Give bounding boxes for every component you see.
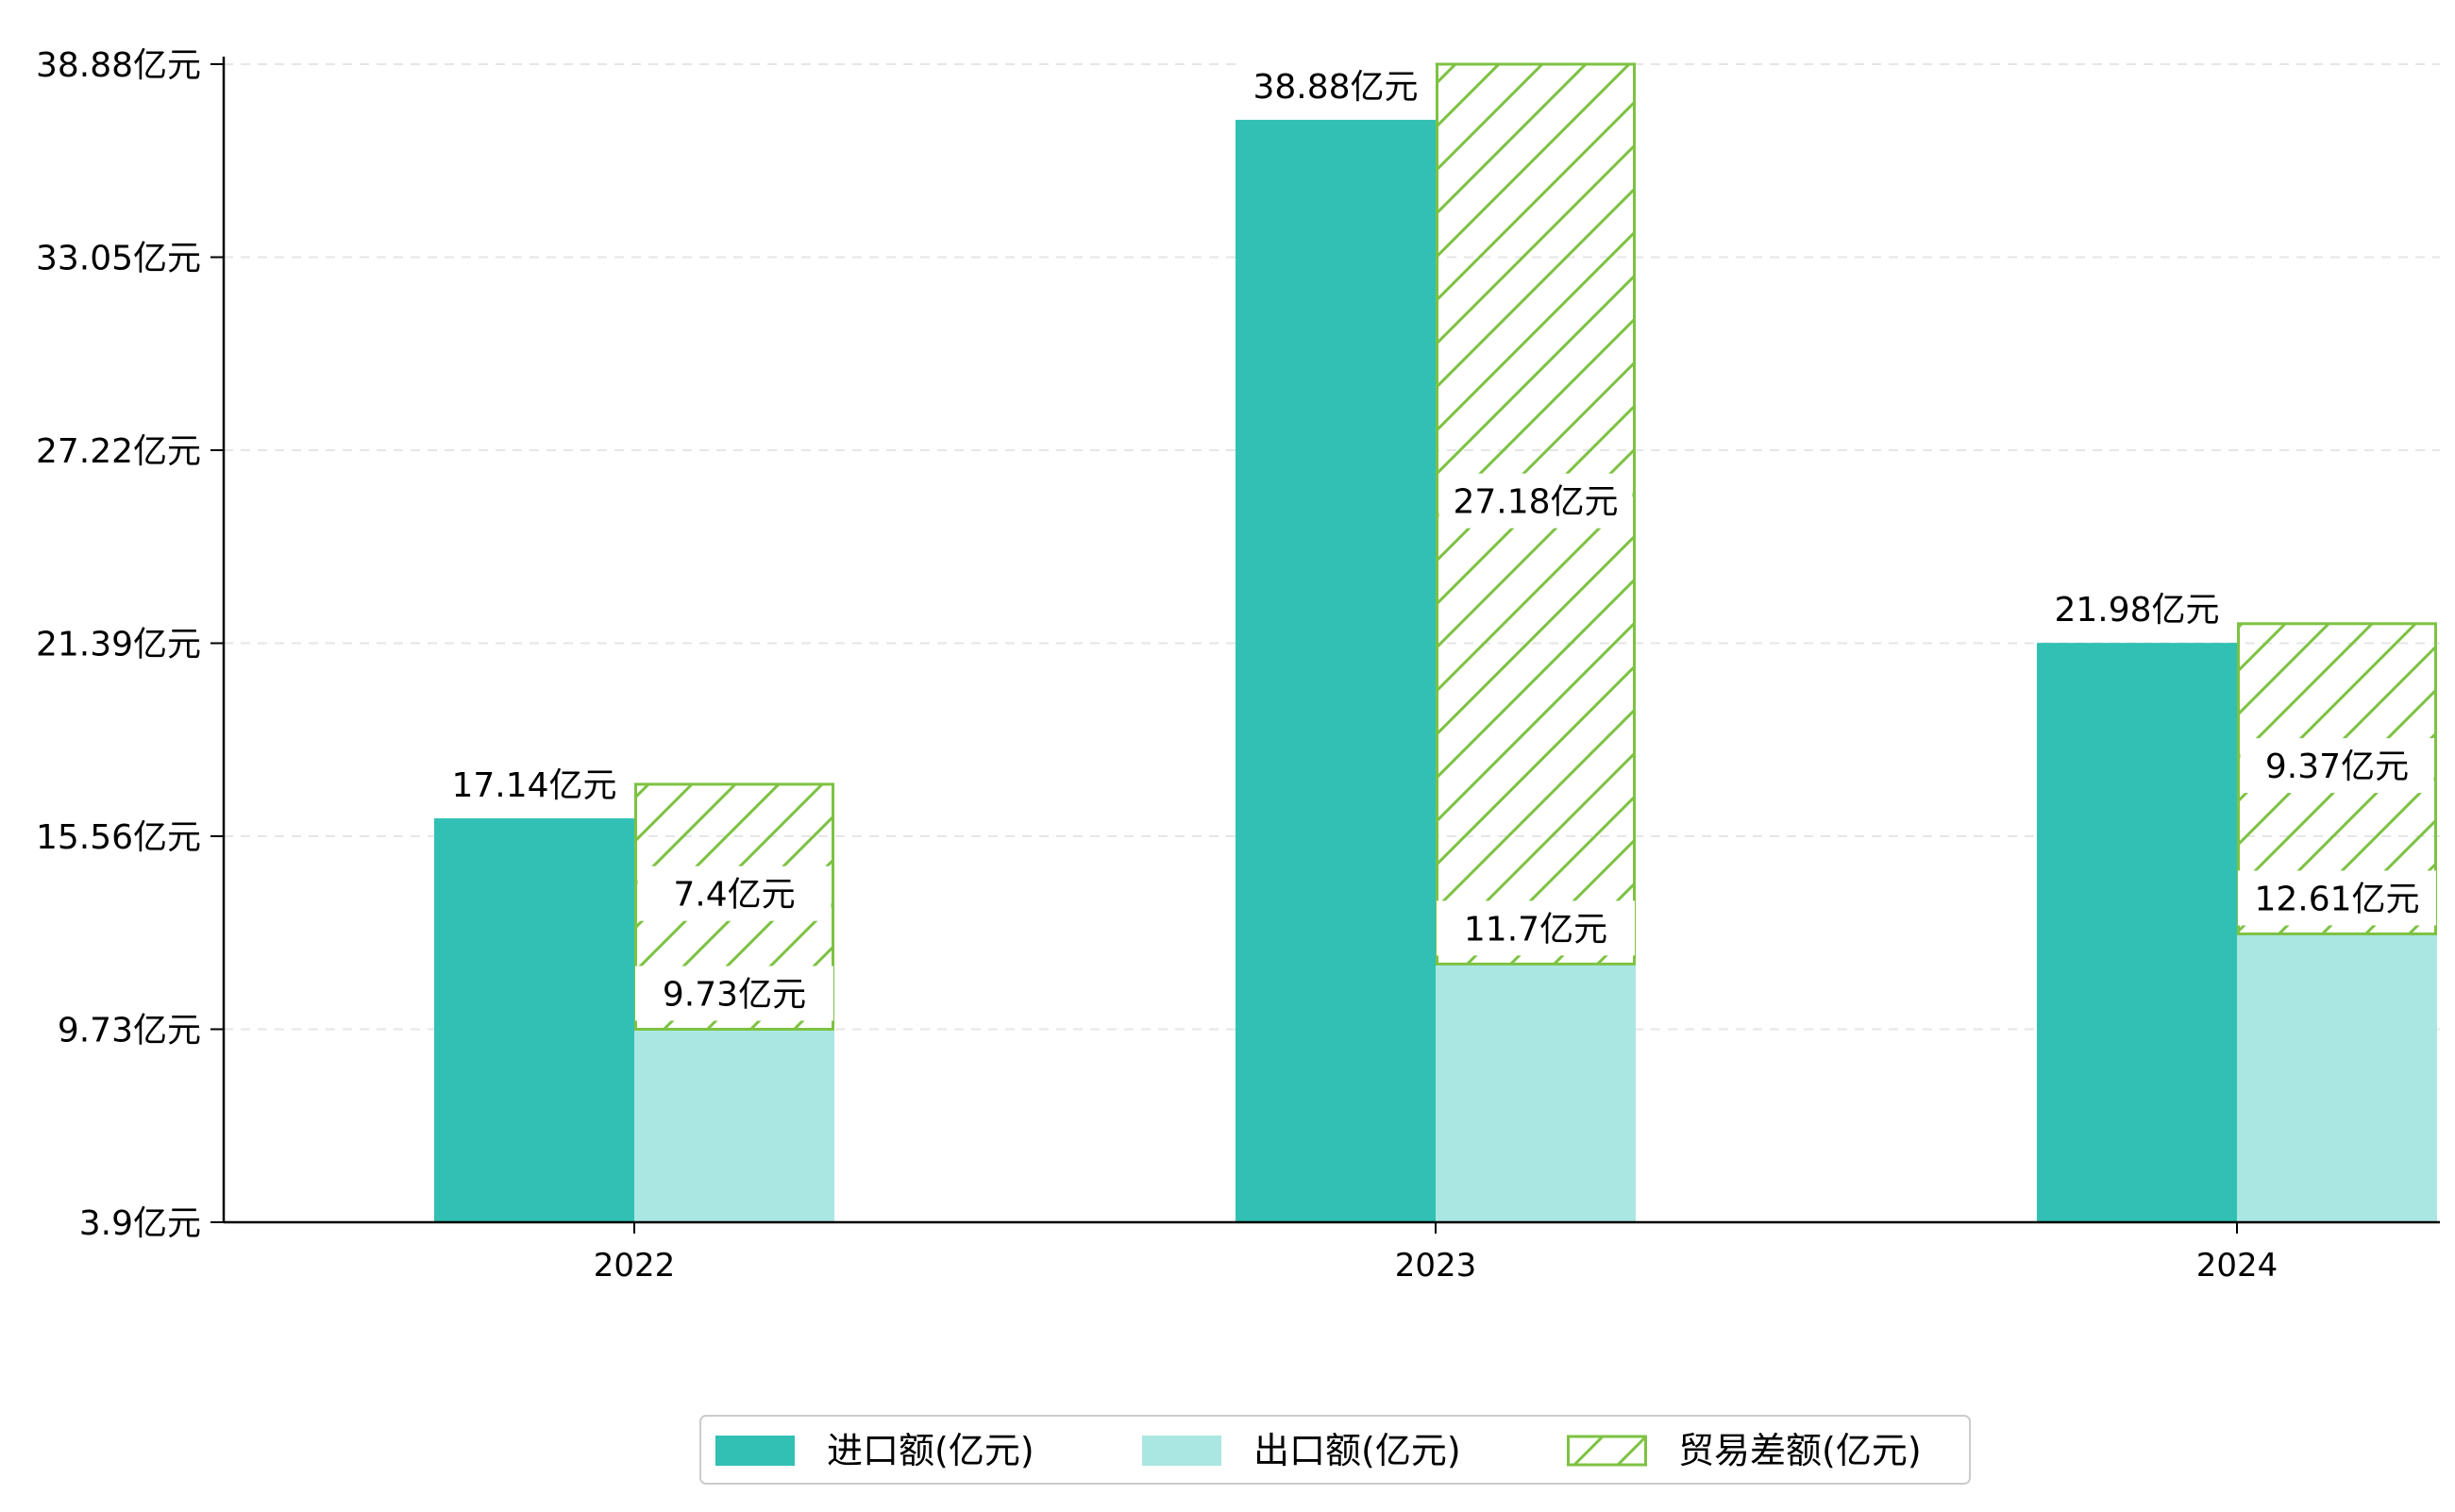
x-tick-label: 2023 bbox=[1395, 1247, 1477, 1285]
bar-export-2023 bbox=[1436, 964, 1636, 1222]
legend-item-balance-label: 贸易差额(亿元) bbox=[1678, 1430, 1922, 1471]
legend: 进口额(亿元) 出口额(亿元) 贸易差额(亿元) bbox=[699, 1415, 1971, 1485]
data-label-import: 17.14亿元 bbox=[451, 766, 616, 805]
data-label-balance: 7.4亿元 bbox=[673, 876, 795, 915]
bar-import-2023 bbox=[1236, 119, 1436, 1222]
data-labels: 17.14亿元 9.73亿元 7.4亿元 38.88亿元 11.7亿元 27.18亿元 21… bbox=[435, 58, 2436, 1021]
legend-box bbox=[699, 1415, 1971, 1485]
data-label-balance: 27.18亿元 bbox=[1453, 483, 1618, 522]
bar-export-2022 bbox=[634, 1029, 834, 1222]
data-label-balance-bg bbox=[2240, 738, 2434, 794]
legend-item-export-swatch bbox=[1142, 1436, 1221, 1466]
axes: 3.9亿元 9.73亿元 15.56亿元 21.39亿元 27.22亿元 33.05亿元 3… bbox=[36, 46, 2440, 1285]
data-label-import: 21.98亿元 bbox=[2054, 591, 2219, 630]
data-label-export: 9.73亿元 bbox=[663, 976, 806, 1015]
data-label-export: 11.7亿元 bbox=[1464, 910, 1607, 949]
y-tick-label: 38.88亿元 bbox=[36, 46, 201, 85]
bars bbox=[434, 62, 2437, 1222]
data-label-export-bg bbox=[635, 966, 833, 1021]
y-tick-label: 33.05亿元 bbox=[36, 240, 201, 278]
legend-item-import-swatch bbox=[715, 1436, 795, 1466]
legend-item-import-label: 进口额(亿元) bbox=[827, 1430, 1034, 1471]
y-tick-label: 27.22亿元 bbox=[36, 432, 201, 471]
bar-import-2022 bbox=[434, 818, 634, 1222]
data-label-import-bg bbox=[2038, 581, 2236, 637]
legend-item-export-label: 出口额(亿元) bbox=[1253, 1430, 1461, 1471]
x-tick-label: 2022 bbox=[594, 1247, 676, 1285]
legend-item-balance-swatch bbox=[1567, 1435, 1647, 1467]
data-label-import: 38.88亿元 bbox=[1253, 68, 1418, 107]
data-label-balance: 9.37亿元 bbox=[2265, 748, 2409, 786]
data-label-export: 12.61亿元 bbox=[2254, 880, 2419, 918]
y-tick-label: 15.56亿元 bbox=[36, 818, 201, 857]
data-label-balance-bg bbox=[637, 865, 832, 921]
data-label-import-bg bbox=[1236, 58, 1435, 113]
data-label-balance-bg bbox=[1438, 473, 1633, 529]
data-label-export-bg bbox=[1437, 900, 1635, 956]
y-tick-label: 9.73亿元 bbox=[58, 1012, 201, 1050]
data-label-export-bg bbox=[2238, 870, 2436, 926]
x-tick-label: 2024 bbox=[2196, 1247, 2278, 1285]
bar-import-2024 bbox=[2037, 643, 2237, 1222]
y-tick-label: 21.39亿元 bbox=[36, 626, 201, 664]
data-label-import-bg bbox=[435, 757, 633, 813]
y-tick-label: 3.9亿元 bbox=[79, 1204, 201, 1243]
bar-export-2024 bbox=[2237, 933, 2437, 1222]
